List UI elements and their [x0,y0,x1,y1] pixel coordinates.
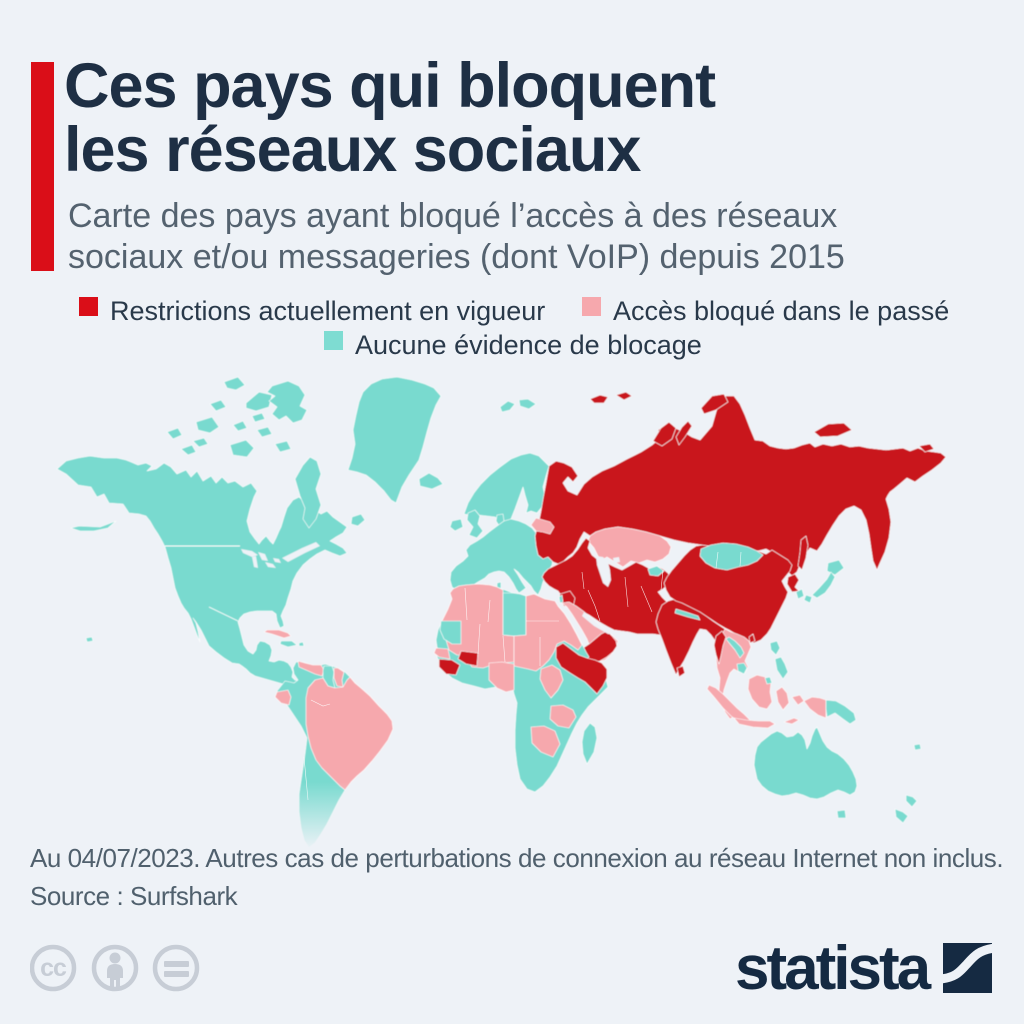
svg-text:cc: cc [40,954,67,982]
